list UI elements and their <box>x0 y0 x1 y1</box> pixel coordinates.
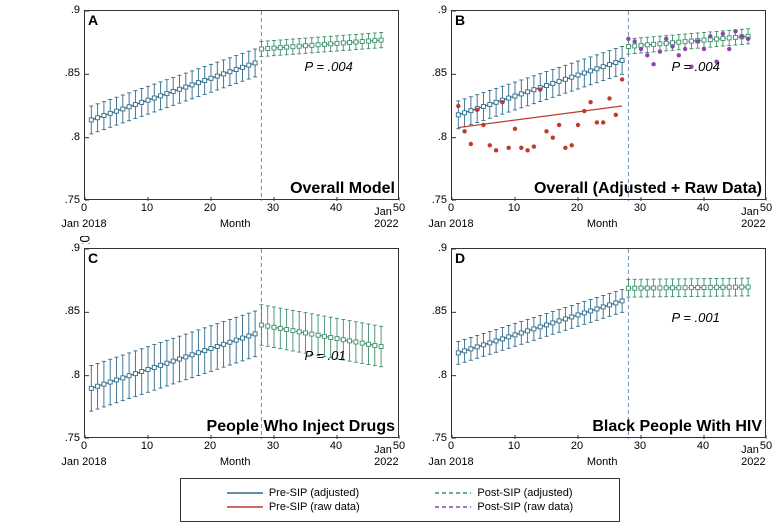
legend-label: Post-SIP (raw data) <box>477 501 573 513</box>
ytick-label: .9 <box>71 242 82 254</box>
xtick-label: 40 <box>330 202 342 214</box>
x-secondary-label: Month <box>587 218 618 230</box>
xtick-label: 20 <box>571 440 583 452</box>
ytick-label: .85 <box>432 305 449 317</box>
xtick-label: 20 <box>571 202 583 214</box>
x-secondary-label: Jan 2018 <box>428 456 473 468</box>
ytick-label: .85 <box>65 305 82 317</box>
legend-item: Post-SIP (raw data) <box>435 501 573 513</box>
plot-area <box>84 248 399 438</box>
ytick-label: .75 <box>432 194 449 206</box>
x-secondary-label: Jan 2018 <box>61 456 106 468</box>
figure: Viral load <200 copies/mL AOverall Model… <box>0 0 780 526</box>
x-secondary-label: Jan 2018 <box>428 218 473 230</box>
panel-A: AOverall Model.75.8.85.901020304050Jan 2… <box>44 6 403 236</box>
xtick-label: 30 <box>267 202 279 214</box>
p-value: P = .004 <box>305 59 353 74</box>
legend-swatch <box>435 488 471 498</box>
chart-svg <box>452 11 767 201</box>
xtick-label: 40 <box>697 440 709 452</box>
chart-svg <box>85 11 400 201</box>
p-value: P = .004 <box>672 59 720 74</box>
legend-label: Pre-SIP (raw data) <box>269 501 360 513</box>
x-secondary-label: Jan 2022 <box>741 444 765 468</box>
xtick-label: 20 <box>204 202 216 214</box>
x-secondary-label: Month <box>220 456 251 468</box>
p-value: P = .01 <box>305 348 346 363</box>
legend: Pre-SIP (adjusted) Pre-SIP (raw data) Post… <box>180 478 620 522</box>
ytick-label: .85 <box>65 67 82 79</box>
panel-title: People Who Inject Drugs <box>207 418 395 436</box>
xtick-label: 30 <box>267 440 279 452</box>
panel-letter: B <box>455 12 465 28</box>
plot-area <box>451 248 766 438</box>
legend-item: Pre-SIP (raw data) <box>227 501 360 513</box>
xtick-label: 30 <box>634 202 646 214</box>
xtick-label: 10 <box>141 202 153 214</box>
x-secondary-label: Month <box>587 456 618 468</box>
panels-grid: AOverall Model.75.8.85.901020304050Jan 2… <box>44 6 770 474</box>
panel-B: B Overall (Adjusted + Raw Data) .75 .8 .85 .9… <box>411 6 770 236</box>
p-value: P = .001 <box>672 310 720 325</box>
legend-label: Pre-SIP (adjusted) <box>269 487 359 499</box>
panel-letter: C <box>88 250 98 266</box>
panel-letter: A <box>88 12 98 28</box>
x-secondary-label: Jan 2018 <box>61 218 106 230</box>
xtick-label: 0 <box>448 440 454 452</box>
plot-area <box>451 10 766 200</box>
legend-item: Pre-SIP (adjusted) <box>227 487 360 499</box>
panel-title: Overall (Adjusted + Raw Data) <box>534 180 762 198</box>
ytick-label: .75 <box>432 432 449 444</box>
legend-swatch <box>227 502 263 512</box>
panel-title: Black People With HIV <box>592 418 762 436</box>
panel-title: Overall Model <box>290 180 395 198</box>
ytick-label: .8 <box>71 369 82 381</box>
ytick-label: .8 <box>438 369 449 381</box>
chart-svg <box>452 249 767 439</box>
xtick-label: 30 <box>634 440 646 452</box>
x-secondary-label: Jan 2022 <box>741 206 765 230</box>
ytick-label: .85 <box>432 67 449 79</box>
xtick-label: 10 <box>141 440 153 452</box>
legend-swatch <box>227 488 263 498</box>
ytick-label: .9 <box>71 4 82 16</box>
xtick-label: 40 <box>697 202 709 214</box>
ytick-label: .75 <box>65 194 82 206</box>
ytick-label: .75 <box>65 432 82 444</box>
panel-letter: D <box>455 250 465 266</box>
x-secondary-label: Jan 2022 <box>374 206 398 230</box>
x-secondary-label: Jan 2022 <box>374 444 398 468</box>
legend-label: Post-SIP (adjusted) <box>477 487 572 499</box>
ytick-label: .9 <box>438 242 449 254</box>
panel-C: C People Who Inject Drugs .75 .8 .85 .9 0 10 20 3… <box>44 244 403 474</box>
legend-swatch <box>435 502 471 512</box>
xtick-label: 20 <box>204 440 216 452</box>
xtick-label: 0 <box>448 202 454 214</box>
ytick-label: .8 <box>438 131 449 143</box>
xtick-label: 0 <box>81 440 87 452</box>
ytick-label: .9 <box>438 4 449 16</box>
xtick-label: 0 <box>81 202 87 214</box>
plot-area <box>84 10 399 200</box>
xtick-label: 10 <box>508 440 520 452</box>
ytick-label: .8 <box>71 131 82 143</box>
chart-svg <box>85 249 400 439</box>
legend-item: Post-SIP (adjusted) <box>435 487 573 499</box>
panel-D: D Black People With HIV .75 .8 .85 .9 0 10 20 30 4… <box>411 244 770 474</box>
xtick-label: 10 <box>508 202 520 214</box>
xtick-label: 40 <box>330 440 342 452</box>
x-secondary-label: Month <box>220 218 251 230</box>
